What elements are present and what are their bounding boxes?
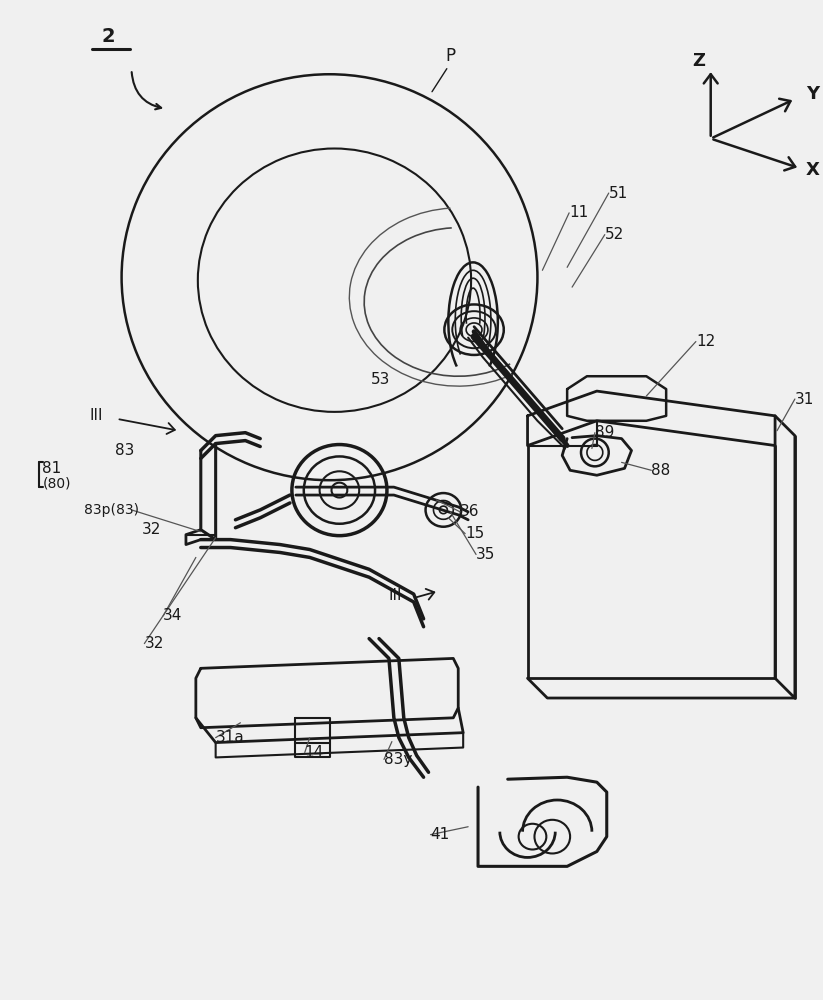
- Text: 15: 15: [465, 526, 485, 541]
- Text: 83: 83: [114, 443, 134, 458]
- Text: 53: 53: [371, 372, 390, 387]
- Text: 34: 34: [163, 608, 183, 623]
- Text: III: III: [389, 588, 402, 603]
- Text: 35: 35: [476, 547, 495, 562]
- Text: 83y: 83y: [384, 752, 412, 767]
- Text: 2: 2: [102, 27, 115, 46]
- Text: III: III: [90, 408, 104, 423]
- Text: 32: 32: [142, 522, 160, 537]
- Text: 83p(83): 83p(83): [84, 503, 139, 517]
- Text: 11: 11: [570, 205, 588, 220]
- Text: 89: 89: [595, 425, 614, 440]
- Text: 32: 32: [144, 636, 164, 651]
- Text: X: X: [806, 161, 820, 179]
- Text: 36: 36: [460, 504, 480, 519]
- Text: Z: Z: [692, 52, 705, 70]
- Text: 31a: 31a: [216, 730, 244, 745]
- Text: P: P: [445, 47, 455, 65]
- Text: 14: 14: [305, 745, 324, 760]
- Text: 51: 51: [609, 186, 628, 201]
- Text: 12: 12: [696, 334, 715, 349]
- Text: 88: 88: [651, 463, 671, 478]
- Text: 41: 41: [430, 827, 449, 842]
- Text: Y: Y: [806, 85, 819, 103]
- Text: 31: 31: [795, 392, 814, 407]
- Text: 81: 81: [42, 461, 62, 476]
- Text: 52: 52: [605, 227, 624, 242]
- Text: (80): (80): [42, 476, 71, 490]
